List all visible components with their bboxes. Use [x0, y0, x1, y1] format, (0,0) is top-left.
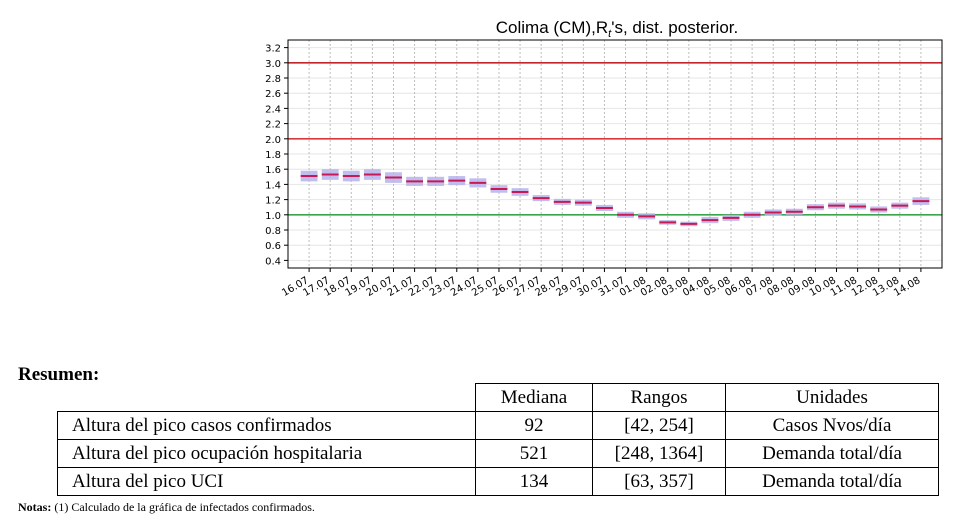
cell-unidades: Demanda total/día [725, 467, 939, 496]
y-tick-label: 1.2 [265, 196, 281, 207]
chart: Colima (CM),Rt's, dist. posterior. 0.4 0.… [265, 18, 943, 299]
summary-heading: Resumen: [18, 364, 100, 385]
table-corner [57, 383, 476, 412]
summary-table: Mediana Rangos Unidades Altura del pico … [57, 383, 939, 496]
cell-mediana: 521 [475, 439, 593, 468]
y-tick-label: 2.6 [265, 89, 281, 100]
col-header-mediana: Mediana [475, 383, 593, 412]
y-tick-label: 2.8 [265, 74, 281, 85]
col-header-unidades: Unidades [725, 383, 939, 412]
y-tick-label: 0.8 [265, 226, 281, 237]
y-tick-label: 1.4 [265, 180, 281, 191]
table-header-row: Mediana Rangos Unidades [57, 383, 939, 412]
col-header-rangos: Rangos [592, 383, 726, 412]
notes: Notas: (1) Calculado de la gráfica de in… [18, 500, 315, 515]
notes-label: Notas: [18, 500, 52, 514]
cell-rangos: [42, 254] [592, 411, 726, 440]
chart-title: Colima (CM),Rt's, dist. posterior. [496, 18, 738, 40]
y-tick-label: 2.2 [265, 120, 281, 131]
cell-unidades: Casos Nvos/día [725, 411, 939, 440]
row-label: Altura del pico ocupación hospitalaria [57, 439, 476, 468]
y-tick-label: 0.6 [265, 241, 281, 252]
cell-mediana: 134 [475, 467, 593, 496]
table-row: Altura del pico casos confirmados 92 [42… [57, 411, 939, 440]
y-tick-label: 3.0 [265, 59, 281, 70]
y-tick-label: 1.6 [265, 165, 281, 176]
y-tick-label: 3.2 [265, 44, 281, 55]
table-row: Altura del pico ocupación hospitalaria 5… [57, 439, 939, 468]
row-label: Altura del pico UCI [57, 467, 476, 496]
row-label: Altura del pico casos confirmados [57, 411, 476, 440]
y-tick-label: 2.4 [265, 104, 281, 115]
notes-text: (1) Calculado de la gráfica de infectado… [51, 500, 315, 514]
y-tick-label: 0.4 [265, 256, 281, 267]
y-tick-label: 1.0 [265, 211, 281, 222]
y-tick-label: 2.0 [265, 135, 281, 146]
table-row: Altura del pico UCI 134 [63, 357] Demand… [57, 467, 939, 496]
cell-rangos: [248, 1364] [592, 439, 726, 468]
plot-frame [287, 39, 943, 269]
cell-rangos: [63, 357] [592, 467, 726, 496]
y-tick-label: 1.8 [265, 150, 281, 161]
cell-unidades: Demanda total/día [725, 439, 939, 468]
chart-svg: Colima (CM),Rt's, dist. posterior. 0.4 0.… [265, 18, 943, 299]
cell-mediana: 92 [475, 411, 593, 440]
